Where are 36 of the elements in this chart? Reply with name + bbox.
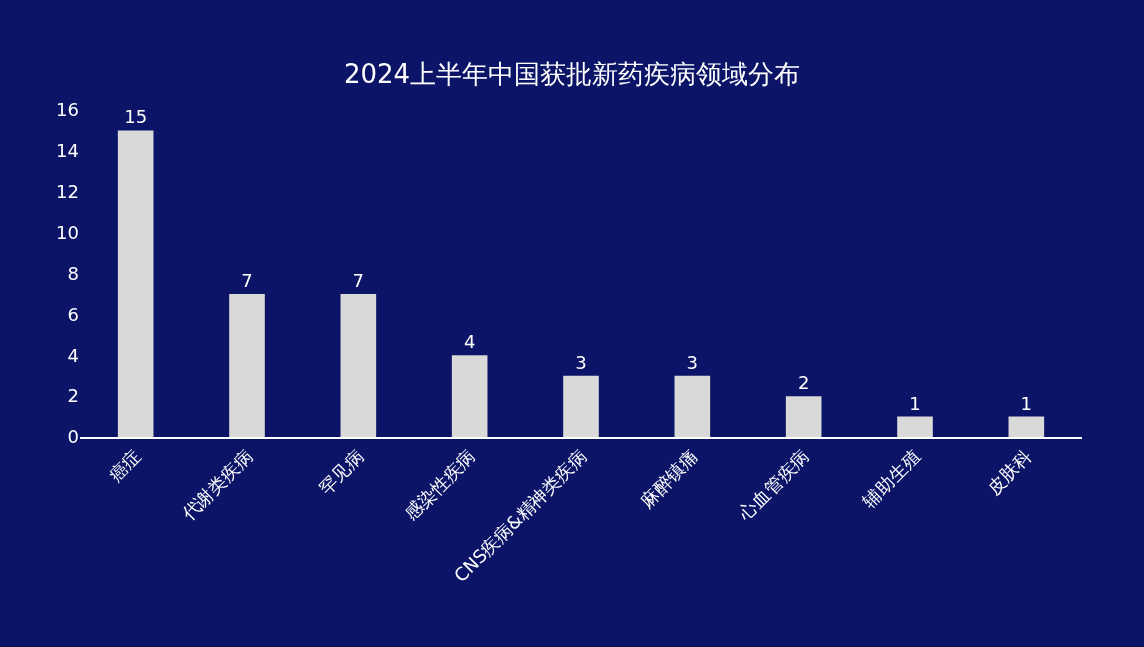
- bar: [785, 396, 822, 437]
- data-label: 1: [909, 392, 921, 414]
- y-tick-label: 14: [56, 140, 79, 162]
- bar: [340, 293, 377, 437]
- bar: [674, 375, 711, 437]
- bar: [563, 375, 599, 437]
- y-tick-label: 10: [56, 221, 79, 243]
- x-tick-label: 辅助生殖: [858, 445, 925, 512]
- data-label: 1: [1020, 392, 1033, 414]
- x-tick-label: 癌症: [104, 445, 145, 486]
- x-tick-label: 皮肤科: [982, 445, 1036, 499]
- data-label: 15: [124, 106, 148, 128]
- x-tick-label: 罕见病: [314, 445, 368, 499]
- data-label: 4: [463, 331, 476, 353]
- chart-title: 2024上半年中国获批新药疾病领域分布: [343, 58, 801, 89]
- x-tick-label: 心血管疾病: [733, 445, 813, 525]
- x-tick-label: 感染性疾病: [400, 445, 479, 525]
- y-tick-label: 12: [56, 181, 79, 203]
- y-tick-label: 8: [67, 262, 79, 284]
- y-tick-label: 4: [67, 344, 79, 366]
- bar: [229, 293, 265, 437]
- bar: [1008, 416, 1045, 437]
- x-tick-label: 代谢类疾病: [177, 445, 257, 525]
- data-label: 2: [797, 372, 810, 394]
- y-tick-label: 0: [67, 426, 79, 448]
- data-label: 7: [352, 269, 365, 291]
- data-label: 3: [686, 351, 699, 373]
- data-label: 3: [575, 351, 587, 373]
- x-tick-label: 麻醉镇痛: [635, 445, 702, 512]
- y-tick-label: 16: [56, 99, 79, 121]
- y-tick-label: 2: [67, 385, 79, 407]
- bar: [897, 416, 933, 437]
- bar: [451, 355, 488, 437]
- y-tick-label: 6: [67, 303, 79, 325]
- data-label: 7: [241, 269, 253, 291]
- bar: [117, 130, 154, 437]
